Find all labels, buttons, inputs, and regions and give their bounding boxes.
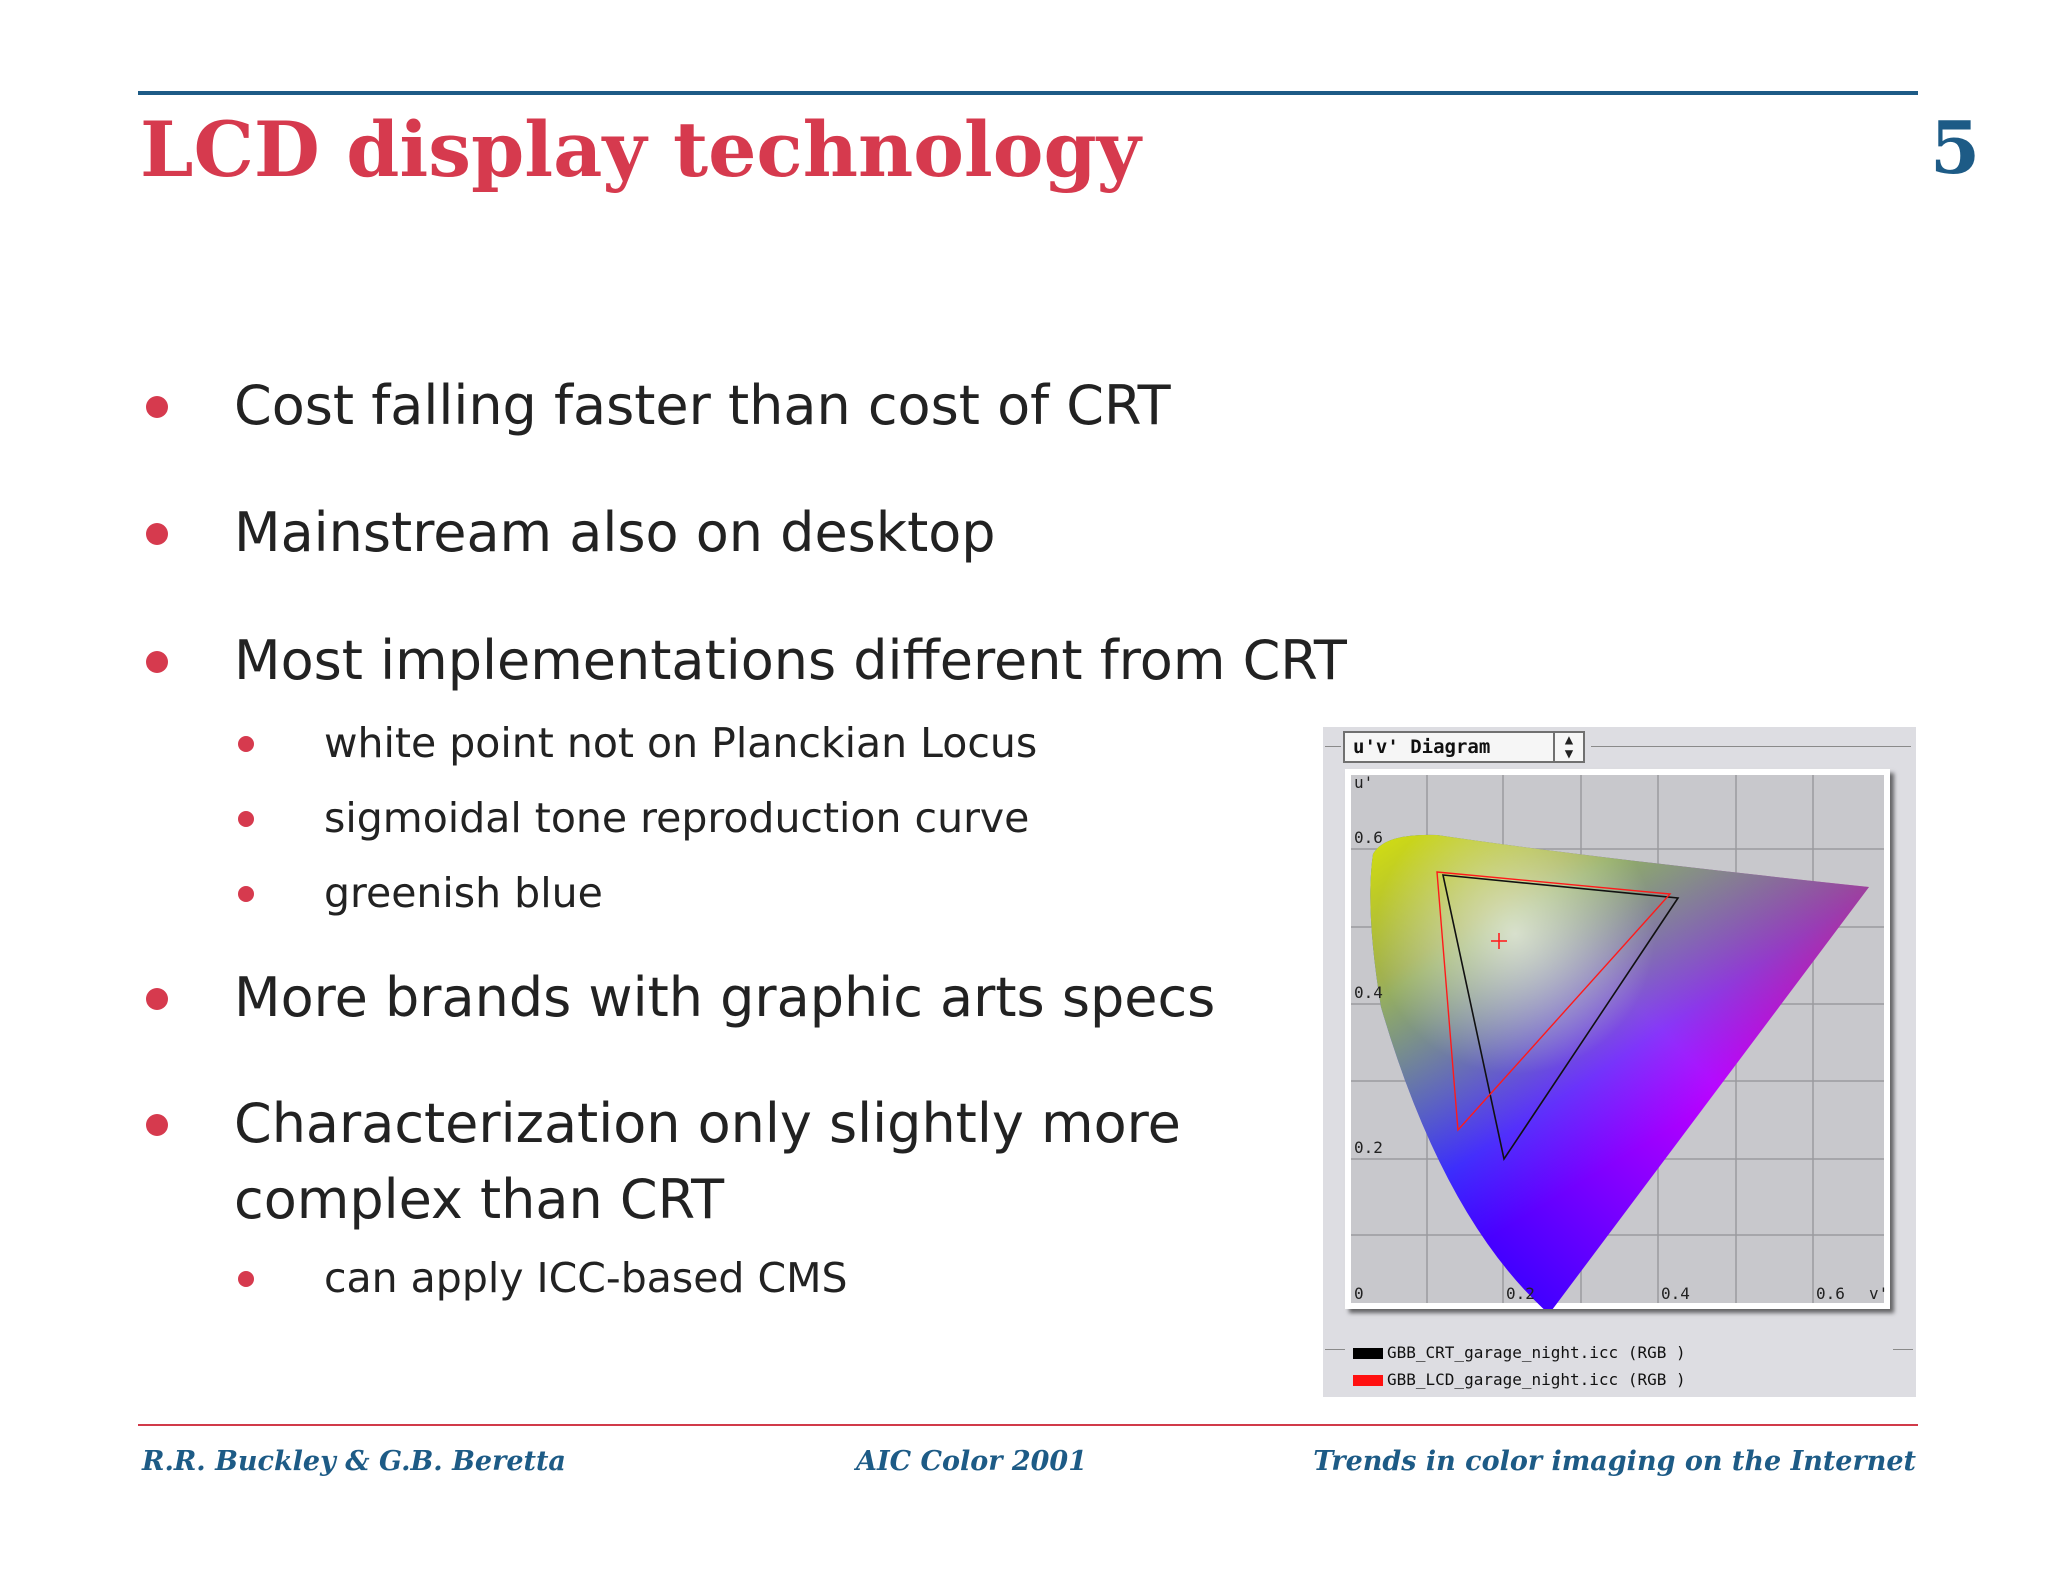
bullet-item: Cost falling faster than cost of CRT — [146, 368, 1171, 444]
x-axis-label: v' — [1869, 1284, 1888, 1303]
y-axis-label: u' — [1354, 773, 1373, 792]
header-rule — [138, 91, 1918, 95]
bullet-text: Characterization only slightly more — [234, 1092, 1181, 1155]
white-point-cross — [1491, 933, 1507, 949]
dropdown-label: u'v' Diagram — [1353, 736, 1491, 758]
bullet-item: More brands with graphic arts specs — [146, 960, 1216, 1036]
bullet-text: Most implementations different from CRT — [234, 629, 1347, 692]
bullet-dot-icon — [238, 736, 254, 752]
diagram-type-dropdown[interactable]: u'v' Diagram ▲ ▼ — [1343, 731, 1585, 763]
sub-bullet-text: can apply ICC-based CMS — [324, 1254, 848, 1302]
y-tick-label: 0.4 — [1354, 983, 1383, 1002]
bullet-dot-icon — [238, 811, 254, 827]
groove-line — [1325, 1349, 1345, 1350]
sub-bullet-text: white point not on Planckian Locus — [324, 719, 1038, 767]
bullet-item: Mainstream also on desktop — [146, 495, 996, 571]
legend-swatch-red — [1353, 1375, 1383, 1386]
x-tick-label: 0.6 — [1816, 1284, 1845, 1303]
bullet-dot-icon — [146, 651, 168, 673]
bullet-text: More brands with graphic arts specs — [234, 966, 1216, 1029]
bullet-dot-icon — [146, 523, 168, 545]
bullet-item-continuation: complex than CRT — [234, 1162, 724, 1238]
sub-bullet-item: can apply ICC-based CMS — [238, 1250, 848, 1306]
bullet-dot-icon — [238, 886, 254, 902]
sub-bullet-text: sigmoidal tone reproduction curve — [324, 794, 1030, 842]
dropdown-arrows-icon: ▲ ▼ — [1553, 733, 1583, 761]
bullet-text: complex than CRT — [234, 1168, 725, 1231]
footer-authors: R.R. Buckley & G.B. Beretta — [142, 1446, 566, 1477]
groove-line — [1893, 1349, 1913, 1350]
y-tick-label: 0.2 — [1354, 1138, 1383, 1157]
sub-bullet-text: greenish blue — [324, 869, 603, 917]
y-tick-label: 0.6 — [1354, 828, 1383, 847]
footer-talk-title: Trends in color imaging on the Internet — [1313, 1446, 1916, 1477]
bullet-text: Cost falling faster than cost of CRT — [234, 374, 1171, 437]
bullet-dot-icon — [146, 396, 168, 418]
crt-gamut-triangle — [1441, 874, 1680, 1162]
bullet-item: Characterization only slightly more — [146, 1086, 1181, 1162]
sub-bullet-item: greenish blue — [238, 865, 603, 921]
lcd-gamut-triangle — [1436, 871, 1672, 1132]
x-tick-label: 0.4 — [1661, 1284, 1690, 1303]
sub-bullet-item: sigmoidal tone reproduction curve — [238, 790, 1030, 846]
legend-swatch-black — [1353, 1348, 1383, 1359]
bullet-dot-icon — [146, 988, 168, 1010]
bullet-item: Most implementations different from CRT — [146, 623, 1347, 699]
sub-bullet-item: white point not on Planckian Locus — [238, 715, 1038, 771]
groove-line — [1591, 746, 1911, 747]
slide-title: LCD display technology — [140, 105, 1141, 194]
bullet-dot-icon — [238, 1271, 254, 1287]
legend-label: GBB_LCD_garage_night.icc (RGB ) — [1387, 1370, 1686, 1389]
x-tick-label: 0.2 — [1506, 1284, 1535, 1303]
groove-line — [1325, 746, 1341, 747]
bullet-text: Mainstream also on desktop — [234, 501, 996, 564]
footer-conference: AIC Color 2001 — [856, 1446, 1088, 1477]
slide-number: 5 — [1930, 105, 1981, 190]
x-tick-label: 0 — [1354, 1284, 1364, 1303]
uv-diagram-panel: u'v' Diagram ▲ ▼ — [1323, 727, 1916, 1397]
uv-chromaticity-plot: u' 0.6 0.4 0.2 0 0.2 0.4 0.6 v' — [1351, 773, 1888, 1309]
plot-frame: u' 0.6 0.4 0.2 0 0.2 0.4 0.6 v' — [1345, 769, 1890, 1309]
footer-rule — [138, 1424, 1918, 1426]
bullet-dot-icon — [146, 1114, 168, 1136]
legend-label: GBB_CRT_garage_night.icc (RGB ) — [1387, 1343, 1686, 1362]
legend-item-crt: GBB_CRT_garage_night.icc (RGB ) — [1353, 1343, 1686, 1362]
legend-item-lcd: GBB_LCD_garage_night.icc (RGB ) — [1353, 1370, 1686, 1389]
